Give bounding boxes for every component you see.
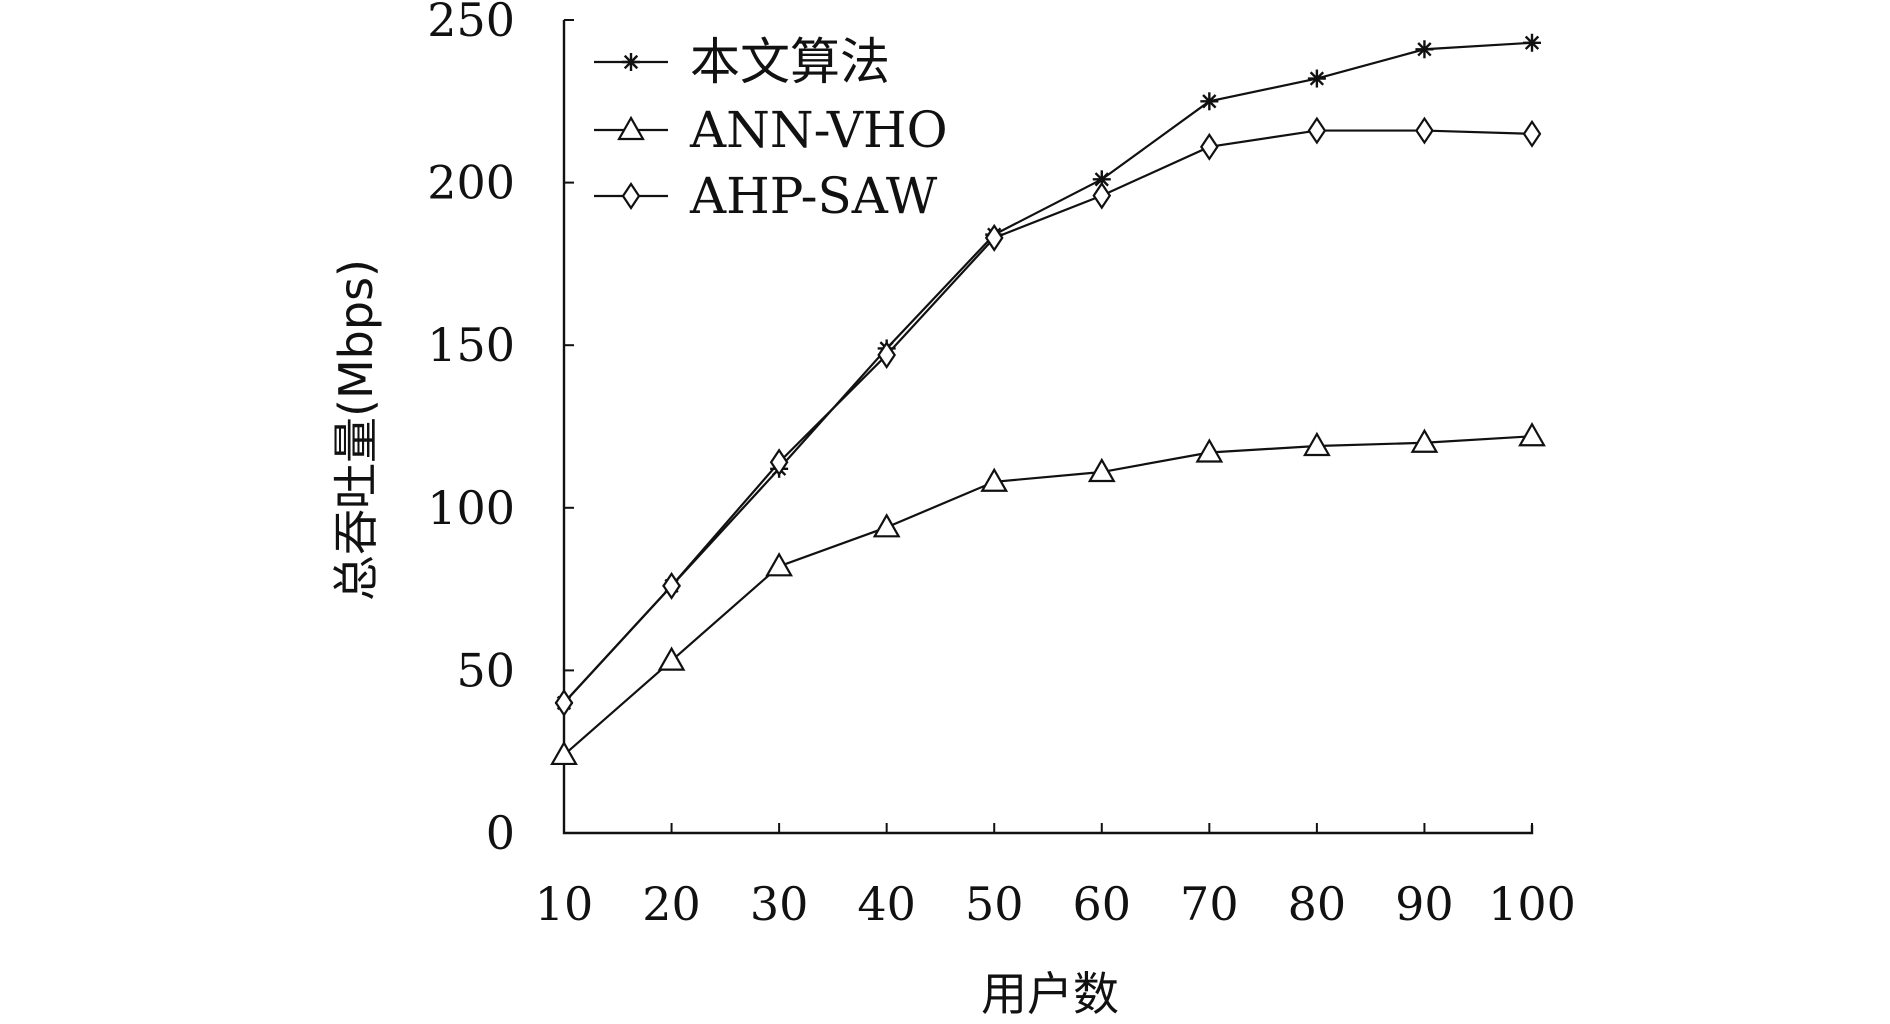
legend-item: 本文算法 [594,33,890,91]
x-tick-label: 20 [642,877,701,931]
y-tick-label: 200 [427,156,515,210]
x-tick-label: 80 [1288,877,1347,931]
series-diamond [554,116,1542,717]
y-axis-title: 总吞吐量(Mbps) [329,259,383,601]
legend-label: ANN-VHO [689,101,948,159]
diamond-marker [1522,119,1542,148]
diamond-marker [1415,116,1434,145]
diamond-marker [1200,132,1219,161]
x-tick-label: 10 [535,877,594,931]
legend-label: 本文算法 [690,33,890,91]
series-triangle [550,422,1546,766]
ticks: 10 20 30 40 50 60 70 80 90 100 0 50 100 150 200 250 [427,0,1576,931]
star-stroke [623,54,639,70]
diamond-marker [984,223,1004,252]
star-stroke [1309,71,1325,86]
y-tick-label: 50 [456,643,515,697]
diamond-marker [877,340,896,369]
star-stroke [1202,94,1217,109]
series-line [563,41,1533,704]
x-tick-label: 60 [1073,877,1132,931]
star-marker [1200,92,1219,111]
triangle-marker [1518,422,1546,447]
diamond-marker [769,448,789,477]
triangle-marker [1195,438,1224,463]
y-tick-label: 150 [427,318,515,372]
y-tick-label: 0 [486,806,515,860]
star-stroke [1524,35,1540,50]
x-tick-label: 70 [1180,877,1239,931]
x-tick-label: 30 [750,877,809,931]
triangle-marker [980,467,1009,492]
x-tick-label: 100 [1488,877,1576,931]
diamond-marker [1092,181,1112,210]
series-line [563,435,1533,756]
x-axis-title: 用户数 [981,967,1119,1021]
star-marker [1415,40,1434,59]
y-tick-label: 100 [427,481,515,535]
y-tick-label: 250 [427,0,515,47]
series-layer [550,33,1546,766]
triangle-marker [617,115,645,141]
triangle-marker [765,552,794,577]
star-stroke [1417,42,1432,57]
diamond-marker [554,688,574,717]
triangle-marker [1302,431,1331,457]
star-marker [1307,69,1326,88]
legend: 本文算法 ANN-VHO AHP-SAW [594,33,948,225]
star-marker [1523,33,1541,52]
legend-item: ANN-VHO [594,101,948,159]
diamond-marker [1307,116,1327,145]
legend-item: AHP-SAW [594,167,938,225]
diamond-marker [662,571,681,600]
triangle-marker [657,646,686,671]
triangle-marker [872,513,901,538]
diamond-marker [621,182,641,210]
x-tick-label: 40 [857,877,916,931]
triangle-marker [1087,457,1116,483]
x-tick-label: 50 [965,877,1024,931]
x-tick-label: 90 [1395,877,1454,931]
star-stroke [1094,172,1109,187]
series-line [563,129,1533,704]
star-marker [622,53,640,71]
triangle-marker [550,740,578,766]
legend-label: AHP-SAW [689,167,938,225]
triangle-marker [1410,428,1439,453]
